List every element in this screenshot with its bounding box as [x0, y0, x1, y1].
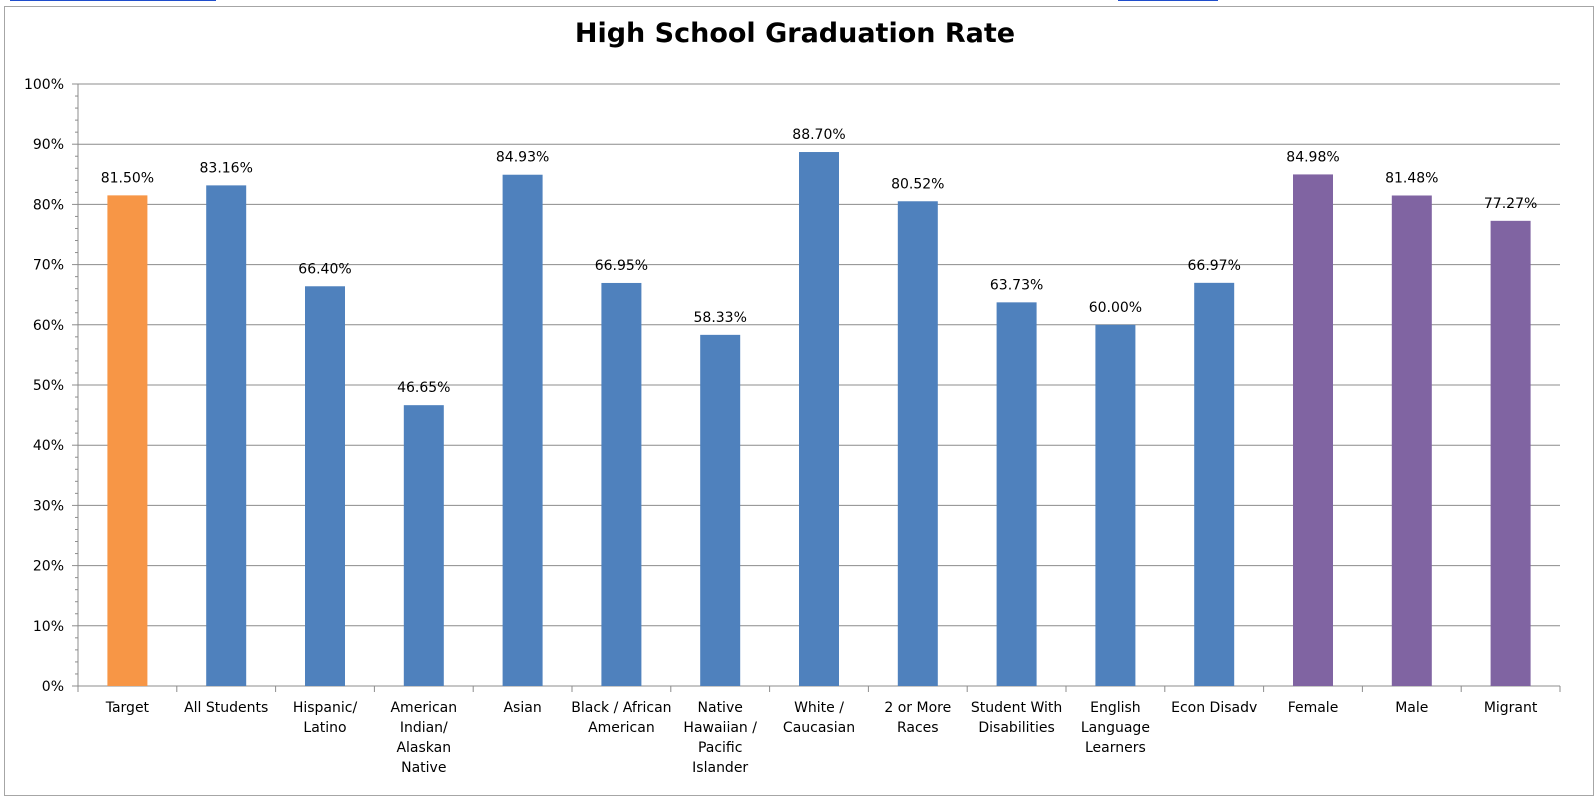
bar [601, 282, 642, 686]
y-tick-label: 20% [33, 559, 64, 575]
bars [107, 152, 1531, 687]
bar [107, 195, 148, 686]
y-tick-label: 50% [33, 378, 64, 394]
data-label: 60.00% [1089, 300, 1142, 316]
category-label: All Students [184, 700, 268, 716]
category-label: 2 or More Races [884, 700, 951, 736]
category-label: Black / African American [571, 700, 671, 736]
category-label: Male [1395, 700, 1428, 716]
category-label: White / Caucasian [783, 700, 855, 736]
data-label: 81.48% [1385, 170, 1438, 186]
bar [403, 405, 444, 686]
category-label: American Indian/Alaskan Native [390, 700, 457, 776]
category-label: Econ Disadv [1171, 700, 1257, 716]
category-label: Native Hawaiian / Pacific Islander [683, 700, 757, 776]
y-tick-label: 10% [33, 619, 64, 635]
bar [1194, 282, 1235, 686]
bar [897, 201, 938, 687]
bar [502, 174, 543, 686]
data-label: 83.16% [200, 160, 253, 176]
category-label: English Language Learners [1081, 700, 1150, 756]
bar [799, 152, 839, 686]
data-label: 66.40% [298, 261, 351, 277]
y-tick-label: 100% [24, 77, 64, 93]
bar [1391, 195, 1432, 686]
data-label: 81.50% [101, 170, 154, 186]
data-label: 88.70% [792, 127, 845, 143]
data-label: 84.93% [496, 150, 549, 166]
bar [700, 334, 741, 686]
top-left-link[interactable] [10, 0, 216, 1]
data-label: 46.65% [397, 380, 450, 396]
category-label: Student With Disabilities [971, 700, 1062, 736]
chart-title: High School Graduation Rate [574, 18, 1016, 49]
y-tick-label: 70% [33, 258, 64, 274]
data-label: 77.27% [1484, 196, 1537, 212]
data-label: 58.33% [694, 310, 747, 326]
category-label: Asian [503, 700, 541, 716]
bar [206, 185, 247, 686]
y-tick-label: 40% [33, 438, 64, 454]
labels: 81.50% Target 83.16% All Students 66.40% Hisp… [101, 127, 1538, 776]
category-label: Female [1288, 700, 1339, 716]
bar [1490, 220, 1531, 686]
top-right-link[interactable] [1118, 0, 1218, 1]
data-label: 66.95% [595, 258, 648, 274]
y-tick-label: 80% [33, 197, 64, 213]
bar [1095, 324, 1136, 686]
y-tick-label: 0% [42, 679, 64, 695]
y-tick-label: 90% [33, 137, 64, 153]
category-label: Target [105, 700, 150, 716]
bar [996, 302, 1037, 686]
bar [305, 286, 345, 686]
bar [1293, 174, 1333, 686]
y-tick-label: 30% [33, 498, 64, 514]
data-label: 84.98% [1286, 149, 1339, 165]
data-label: 80.52% [891, 176, 944, 192]
data-label: 66.97% [1188, 258, 1241, 274]
category-label: Hispanic/Latino [293, 700, 358, 736]
category-label: Migrant [1484, 700, 1538, 716]
data-label: 63.73% [990, 277, 1043, 293]
y-tick-label: 60% [33, 318, 64, 334]
